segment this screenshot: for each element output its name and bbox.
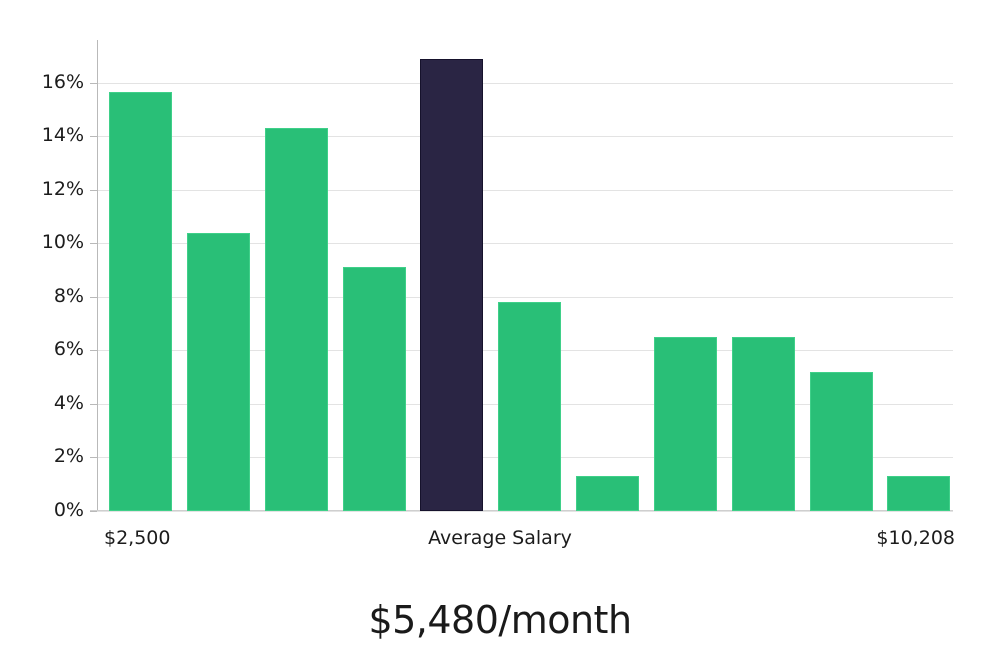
y-axis-line <box>97 40 98 511</box>
gridline <box>97 243 953 244</box>
bar-highlighted[interactable] <box>420 59 483 511</box>
bar[interactable] <box>498 302 561 511</box>
bar[interactable] <box>187 233 250 511</box>
bar[interactable] <box>732 337 795 511</box>
chart-caption: $5,480/month <box>368 598 632 642</box>
y-axis-tick-label-text: 6% <box>53 338 84 360</box>
bar[interactable] <box>654 337 717 511</box>
bar[interactable] <box>343 267 406 511</box>
y-axis-tick-label-text: 0% <box>53 499 84 521</box>
bar[interactable] <box>576 476 639 511</box>
y-axis-tick-label-text: 14% <box>41 124 84 146</box>
gridline <box>97 136 953 137</box>
y-axis-tick <box>90 297 97 298</box>
x-axis-title: Average Salary <box>428 527 572 549</box>
bar[interactable] <box>265 128 328 511</box>
y-axis-tick-label-text: 12% <box>41 178 84 200</box>
x-axis-min-label: $2,500 <box>104 527 171 549</box>
gridline <box>97 511 953 512</box>
y-axis-tick-label-text: 8% <box>53 285 84 307</box>
y-axis-tick <box>90 136 97 137</box>
y-axis-tick <box>90 457 97 458</box>
y-axis-tick-label-text: 16% <box>41 71 84 93</box>
x-axis-max-label: $10,208 <box>876 527 955 549</box>
y-axis-tick <box>90 243 97 244</box>
y-axis-tick <box>90 404 97 405</box>
gridline <box>97 297 953 298</box>
bar[interactable] <box>887 476 950 511</box>
bars-layer <box>97 40 953 511</box>
y-axis-tick <box>90 190 97 191</box>
bar[interactable] <box>109 92 172 511</box>
bar[interactable] <box>810 372 873 511</box>
y-axis-tick-label-text: 4% <box>53 392 84 414</box>
gridline <box>97 190 953 191</box>
y-axis-tick <box>90 350 97 351</box>
gridline <box>97 83 953 84</box>
y-axis-tick-label-text: 10% <box>41 231 84 253</box>
y-axis-tick <box>90 511 97 512</box>
y-axis-tick <box>90 83 97 84</box>
y-axis-tick-label-text: 2% <box>53 445 84 467</box>
